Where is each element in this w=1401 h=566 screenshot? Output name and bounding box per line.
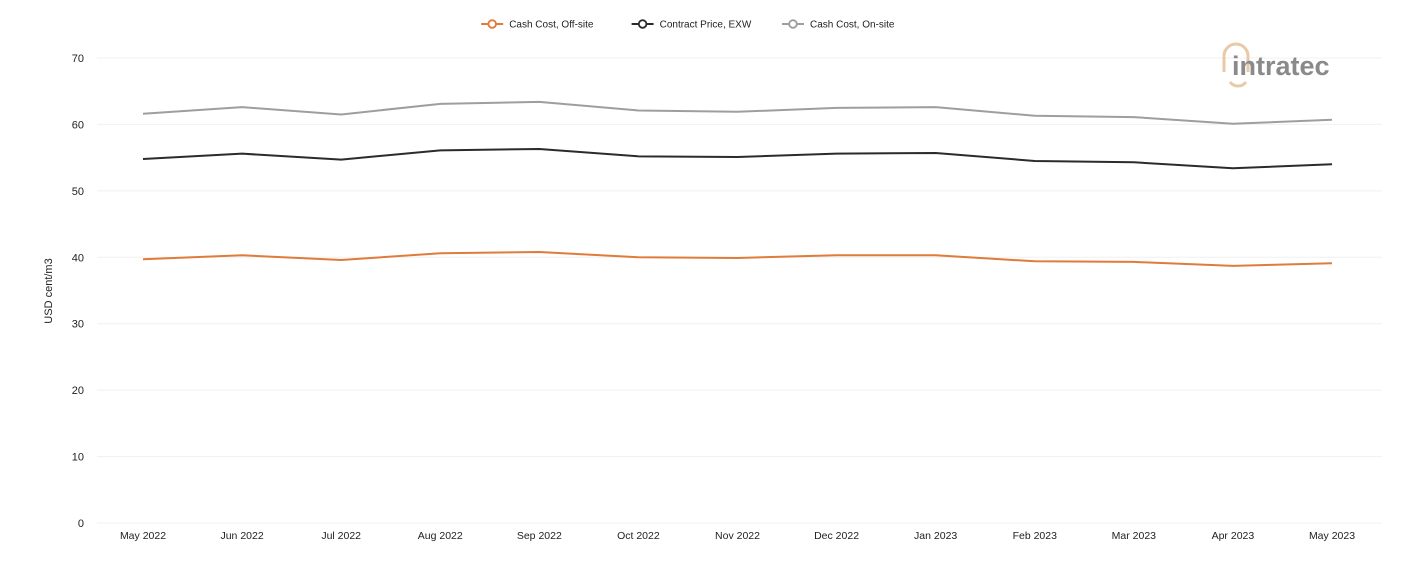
x-tick-label: May 2022 [120, 530, 166, 542]
legend-label: Cash Cost, Off-site [509, 20, 594, 31]
legend-circle-marker [637, 19, 648, 29]
x-tick-label: Mar 2023 [1112, 530, 1157, 542]
y-tick-label: 30 [72, 319, 84, 331]
y-tick-label: 10 [72, 452, 84, 464]
logo-arc-icon [1222, 42, 1250, 72]
x-tick-label: May 2023 [1309, 530, 1355, 542]
logo-wordmark: intratec [1232, 51, 1330, 81]
x-tick-label: Dec 2022 [814, 530, 859, 542]
gridlines [97, 57, 1382, 524]
y-tick-label: 50 [72, 186, 84, 198]
series-line [142, 250, 1333, 267]
series-line [142, 148, 1333, 170]
x-axis-ticks: May 2022 Jun 2022 Jul 2022 Aug 2022 Sep 2022… [120, 530, 1355, 542]
series-line [142, 100, 1333, 125]
legend[interactable]: Cash Cost, Off-site Contract Price, EXW Ca… [481, 19, 895, 31]
legend-label: Cash Cost, On-site [810, 20, 895, 31]
x-tick-label: Jul 2022 [321, 530, 361, 542]
series-lines [142, 100, 1333, 267]
y-tick-label: 0 [78, 518, 84, 530]
y-tick-label: 20 [72, 385, 84, 397]
x-tick-label: Nov 2022 [715, 530, 760, 542]
y-tick-label: 60 [72, 119, 84, 131]
x-tick-label: Feb 2023 [1013, 530, 1058, 542]
x-tick-label: Jun 2022 [220, 530, 263, 542]
logo-arc-lower-icon [1228, 80, 1248, 88]
y-tick-label: 40 [72, 252, 84, 264]
legend-circle-marker [487, 19, 497, 29]
legend-item[interactable]: Cash Cost, Off-site [481, 19, 594, 31]
x-tick-label: Sep 2022 [517, 530, 562, 542]
x-tick-label: Oct 2022 [617, 530, 660, 542]
legend-circle-marker [788, 19, 798, 29]
x-tick-label: Jan 2023 [914, 530, 957, 542]
legend-label: Contract Price, EXW [660, 20, 752, 31]
x-tick-label: Aug 2022 [418, 530, 463, 542]
y-tick-label: 70 [72, 53, 84, 65]
legend-item[interactable]: Contract Price, EXW [631, 19, 752, 31]
x-tick-label: Apr 2023 [1212, 530, 1255, 542]
legend-item[interactable]: Cash Cost, On-site [782, 19, 895, 31]
intratec-logo: intratec [1222, 42, 1330, 88]
y-axis-label: USD cent/m3 [43, 258, 55, 323]
y-axis-ticks: 0 10 20 30 40 50 60 70 [72, 53, 84, 530]
